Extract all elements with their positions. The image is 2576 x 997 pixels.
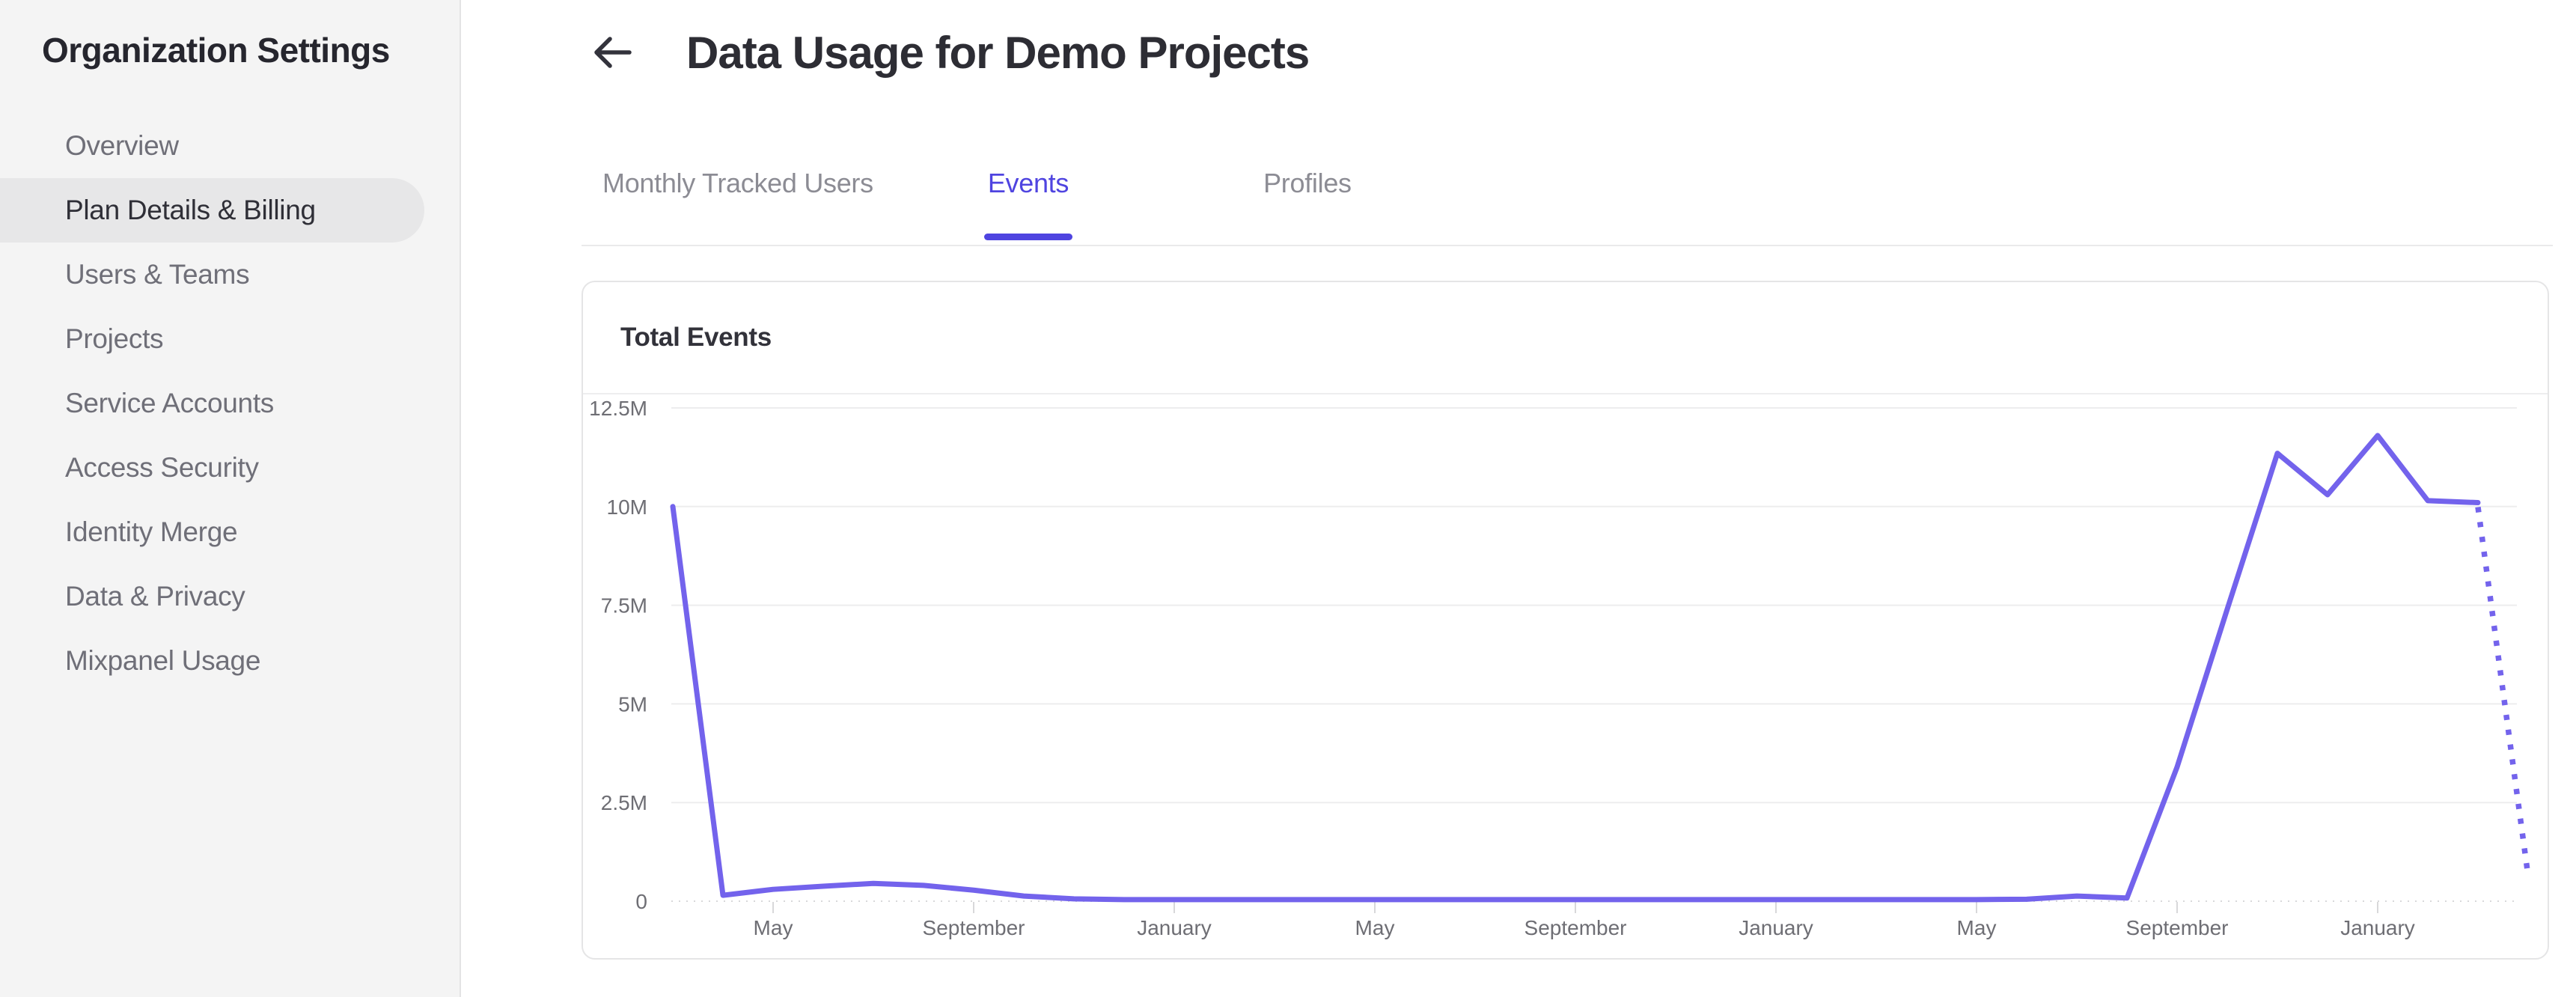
active-tab-underline <box>983 234 1073 240</box>
sidebar-item-plan-details-billing[interactable]: Plan Details & Billing <box>0 178 424 243</box>
sidebar-item-mixpanel-usage[interactable]: Mixpanel Usage <box>65 645 261 676</box>
back-button[interactable] <box>590 34 632 70</box>
card-title: Total Events <box>620 323 772 352</box>
x-axis-tick-label: January <box>1739 916 1813 939</box>
sidebar-item-access-security[interactable]: Access Security <box>65 452 259 483</box>
x-axis-tick-label: September <box>923 916 1025 939</box>
sidebar-item-service-accounts[interactable]: Service Accounts <box>65 388 275 418</box>
sidebar-item-projects[interactable]: Projects <box>65 323 164 354</box>
x-axis-tick-label: September <box>1524 916 1627 939</box>
back-arrow-icon <box>594 37 632 68</box>
page-title: Data Usage for Demo Projects <box>686 28 1310 78</box>
y-axis-tick-label: 5M <box>618 692 647 716</box>
sidebar-item-users-teams[interactable]: Users & Teams <box>65 259 250 290</box>
y-axis-tick-label: 12.5M <box>589 397 647 420</box>
x-axis-tick-label: May <box>1957 916 1997 939</box>
total-events-projection-dotted-line <box>2475 507 2531 876</box>
sidebar-item-overview[interactable]: Overview <box>65 130 179 161</box>
sidebar-item-data-privacy[interactable]: Data & Privacy <box>65 581 245 612</box>
x-axis-tick-label: September <box>2126 916 2229 939</box>
tab-bar: Monthly Tracked Users Events Profiles <box>582 150 2553 246</box>
sidebar-nav: Overview Plan Details & Billing Users & … <box>0 114 461 693</box>
total-events-line-chart[interactable]: 0 2.5M 5M 7.5M 10M 12.5M May September January Ma… <box>583 394 2545 957</box>
sidebar: Organization Settings Overview Plan Deta… <box>0 0 461 997</box>
y-axis-tick-label: 10M <box>607 496 647 519</box>
tab-label: Profiles <box>1263 168 1352 198</box>
sidebar-title: Organization Settings <box>42 31 390 70</box>
total-events-card: Total Events 0 2.5M 5M 7.5M 10M 12.5M May Septe… <box>582 281 2549 960</box>
x-axis-tick-label: May <box>754 916 793 939</box>
y-axis-tick-label: 2.5M <box>601 791 647 814</box>
tab-profiles[interactable]: Profiles <box>1263 169 1352 245</box>
tab-events[interactable]: Events <box>983 168 1073 245</box>
card-header: Total Events <box>583 282 2548 394</box>
x-axis-tick-label: May <box>1355 916 1395 939</box>
sidebar-item-identity-merge[interactable]: Identity Merge <box>65 516 238 547</box>
x-axis-tick-label: January <box>1137 916 1212 939</box>
tab-label: Events <box>987 168 1069 198</box>
tab-label: Monthly Tracked Users <box>602 168 873 198</box>
tab-monthly-tracked-users[interactable]: Monthly Tracked Users <box>602 169 873 245</box>
y-axis-tick-label: 0 <box>635 890 647 913</box>
y-axis-tick-label: 7.5M <box>601 594 647 618</box>
x-axis-tick-label: January <box>2340 916 2415 939</box>
total-events-line <box>670 433 2481 903</box>
